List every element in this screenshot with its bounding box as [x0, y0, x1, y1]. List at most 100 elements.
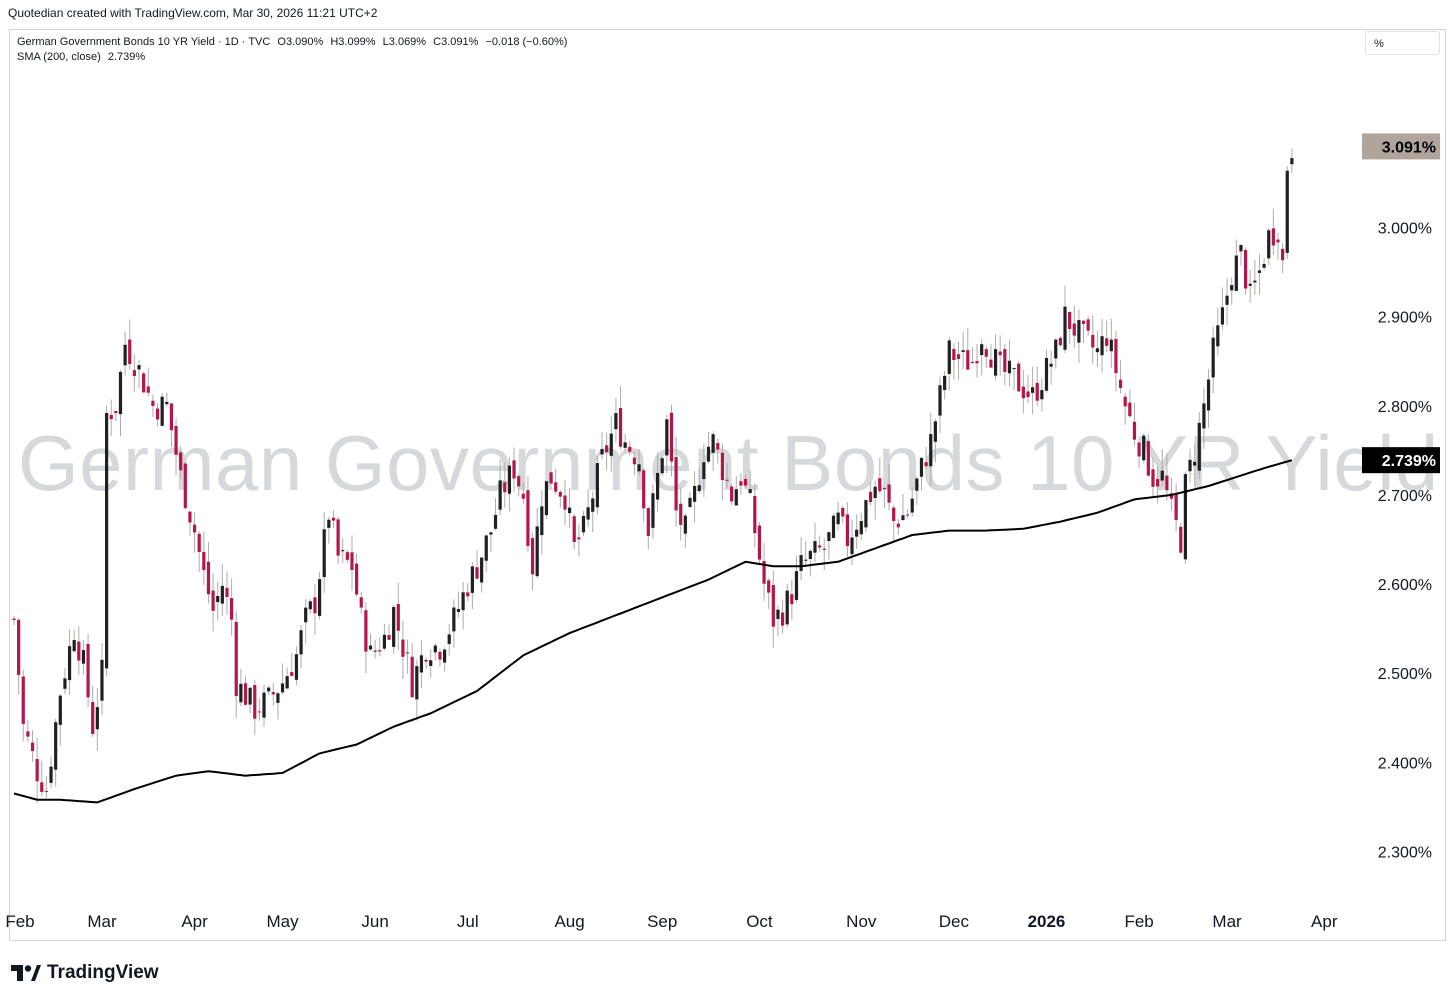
candle — [526, 476, 530, 552]
candle-body — [943, 375, 947, 391]
candle — [26, 720, 30, 742]
candle-body — [679, 503, 683, 525]
candle — [44, 776, 49, 798]
candle-body — [822, 548, 826, 550]
candle-body — [762, 561, 766, 584]
candle-body — [433, 645, 437, 653]
candle-body — [1035, 382, 1039, 401]
candle — [595, 456, 599, 515]
candle — [1193, 444, 1197, 487]
candle-body — [183, 463, 187, 509]
candle — [711, 431, 715, 472]
candle — [558, 489, 562, 508]
candle-body — [850, 537, 854, 555]
candle — [743, 474, 748, 489]
candle — [896, 519, 900, 535]
candle — [137, 360, 141, 388]
candle-body — [40, 782, 44, 792]
candle-body — [447, 634, 451, 644]
chart-frame — [9, 29, 1446, 941]
candle — [262, 684, 266, 727]
candle-body — [1290, 158, 1294, 165]
candle — [989, 344, 993, 369]
candle-body — [813, 541, 817, 553]
candle — [1230, 277, 1234, 305]
candle — [1021, 369, 1025, 414]
y-tick-label: 3.000% — [1378, 221, 1432, 238]
candle — [850, 520, 854, 566]
candle — [993, 334, 998, 381]
candle — [693, 471, 697, 523]
candle-body — [1137, 442, 1141, 457]
candle-body — [17, 619, 21, 675]
candle — [568, 487, 572, 528]
candle-body — [216, 596, 220, 603]
candle-body — [225, 587, 229, 598]
candle-body — [655, 472, 660, 500]
candle-body — [294, 654, 299, 680]
candle-body — [123, 344, 127, 366]
candle — [706, 431, 711, 464]
candle-body — [105, 412, 109, 669]
candle-body — [688, 497, 692, 508]
symbol-watermark: German Government Bonds 10 YR Yield — [18, 419, 1439, 507]
candle-body — [424, 659, 428, 662]
candle — [470, 561, 474, 610]
candle-body — [614, 413, 618, 430]
tradingview-logo[interactable]: TradingView — [11, 962, 159, 984]
x-tick-label: Mar — [1212, 912, 1242, 931]
candle-body — [910, 498, 914, 513]
candle — [183, 461, 187, 510]
candle — [623, 433, 627, 452]
candle — [831, 512, 836, 539]
candle — [1128, 389, 1132, 418]
candle — [915, 476, 919, 505]
candle-body — [480, 557, 484, 583]
x-tick-label: Feb — [5, 912, 34, 931]
candle — [132, 354, 136, 392]
candle — [345, 550, 349, 563]
candle-body — [396, 604, 400, 631]
candle — [1068, 311, 1072, 345]
candle — [475, 550, 479, 581]
candle — [1216, 308, 1220, 356]
candle — [452, 599, 456, 648]
sma-price-label: 2.739% — [1362, 447, 1440, 474]
candle-body — [568, 507, 572, 514]
candle — [1132, 403, 1137, 446]
candle-body — [665, 419, 669, 456]
candle-body — [253, 684, 257, 719]
candle — [892, 505, 896, 541]
candle — [1206, 369, 1211, 428]
candle-body — [989, 359, 993, 368]
candle — [535, 507, 539, 579]
candle — [1146, 434, 1150, 477]
candle-body — [581, 515, 586, 533]
candle — [225, 571, 229, 615]
candle-body — [748, 489, 752, 493]
candle — [674, 436, 678, 527]
candle — [179, 446, 183, 479]
x-tick-label: Jun — [361, 912, 388, 931]
legend-change: −0.018 (−0.60%) — [485, 36, 568, 48]
candle — [956, 341, 961, 380]
candle-body — [345, 552, 349, 560]
candle-body — [30, 742, 35, 751]
candle — [600, 432, 604, 460]
candle-body — [1077, 320, 1081, 343]
candle — [1123, 392, 1127, 425]
candle-body — [1128, 402, 1132, 417]
candle-body — [632, 457, 637, 465]
candle-body — [1281, 248, 1285, 261]
candle — [1137, 439, 1141, 469]
candle-body — [980, 344, 984, 356]
candle — [512, 447, 516, 492]
candle-body — [456, 608, 461, 612]
candle — [628, 441, 632, 456]
unit-selector[interactable]: % — [1365, 31, 1440, 55]
candle-body — [947, 340, 951, 374]
candle — [1058, 335, 1062, 347]
candle-body — [49, 766, 53, 783]
candle — [572, 513, 576, 550]
